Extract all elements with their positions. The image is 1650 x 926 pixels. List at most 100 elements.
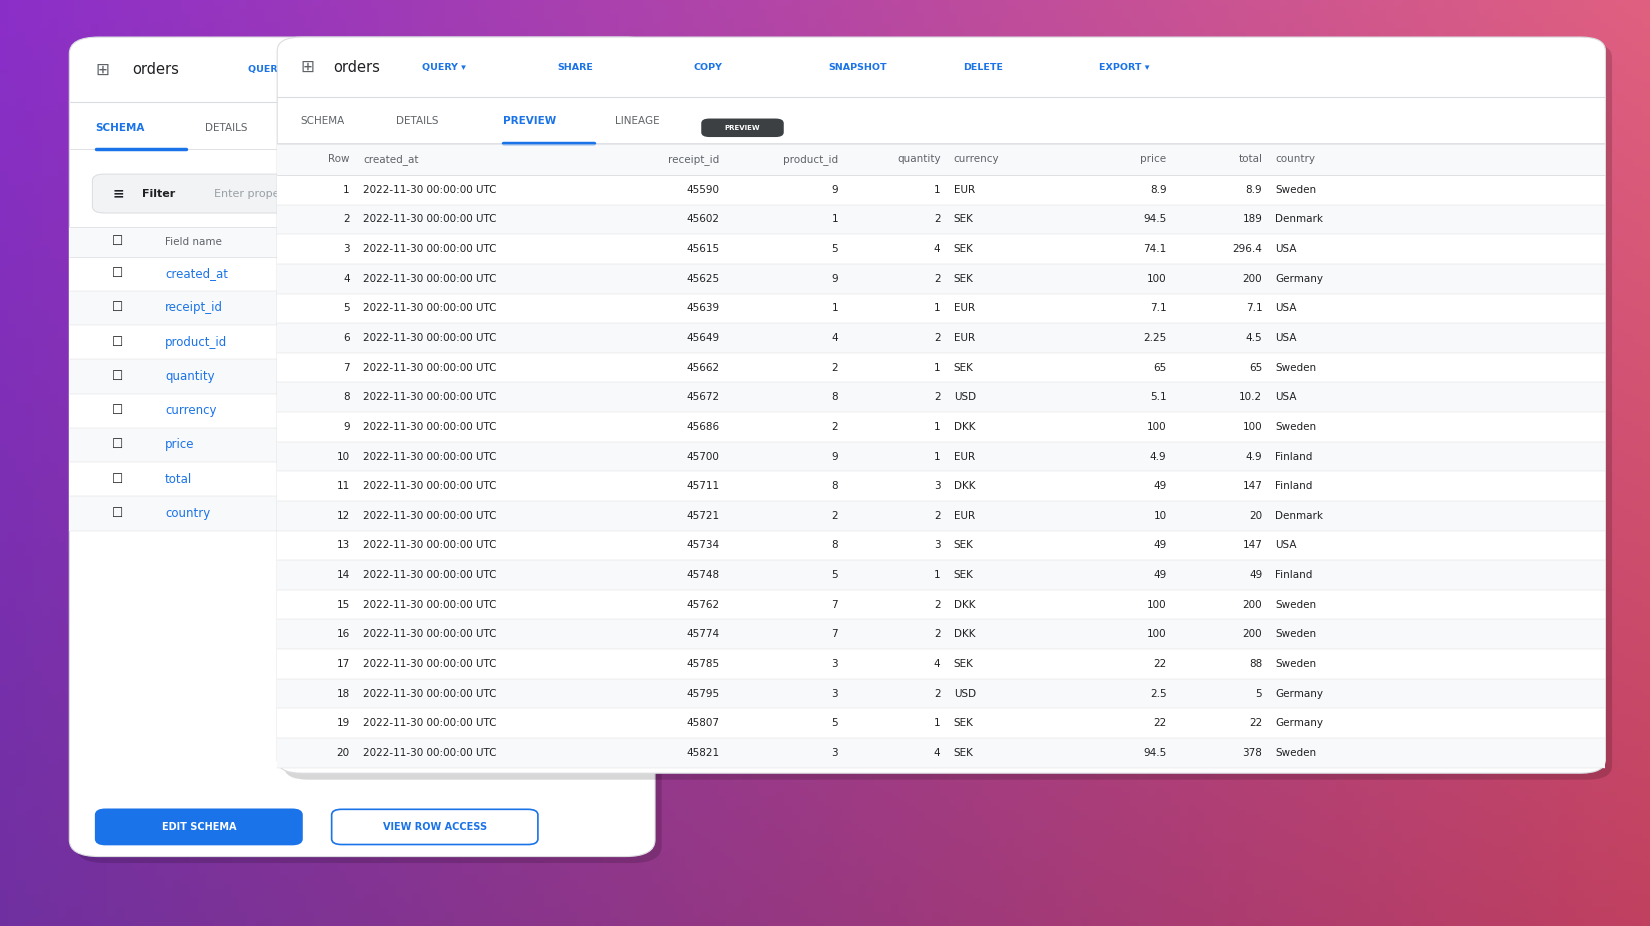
Bar — [277, 382, 1605, 412]
Text: 2022-11-30 00:00:00 UTC: 2022-11-30 00:00:00 UTC — [363, 185, 497, 194]
Text: price: price — [165, 438, 195, 452]
Text: 2022-11-30 00:00:00 UTC: 2022-11-30 00:00:00 UTC — [363, 541, 497, 550]
Bar — [277, 649, 1605, 679]
Text: USA: USA — [1275, 244, 1297, 254]
Text: COPY: COPY — [419, 65, 449, 74]
Text: orders: orders — [132, 62, 178, 77]
Text: USD: USD — [954, 393, 975, 402]
Text: EXPORT ▾: EXPORT ▾ — [1099, 63, 1150, 71]
Text: 4.9: 4.9 — [1246, 452, 1262, 461]
Text: 49: 49 — [1153, 541, 1167, 550]
Text: COPY: COPY — [693, 63, 723, 71]
Text: 100: 100 — [1147, 422, 1167, 432]
Text: VIEW ROW ACCESS: VIEW ROW ACCESS — [383, 822, 487, 832]
Text: SEK: SEK — [954, 363, 974, 372]
Text: 49: 49 — [1249, 570, 1262, 580]
Text: 1: 1 — [934, 363, 940, 372]
Text: 45795: 45795 — [686, 689, 719, 698]
Text: ☐: ☐ — [112, 235, 124, 248]
Bar — [277, 501, 1605, 531]
Text: 2022-11-30 00:00:00 UTC: 2022-11-30 00:00:00 UTC — [363, 748, 497, 757]
Text: INTEGER: INTEGER — [383, 371, 432, 382]
Text: 45602: 45602 — [686, 215, 719, 224]
Bar — [277, 471, 1605, 501]
Text: PREVIEW: PREVIEW — [503, 117, 556, 126]
Text: TIMESTAMP: TIMESTAMP — [383, 269, 447, 279]
Bar — [277, 619, 1605, 649]
Text: Finland: Finland — [1275, 570, 1313, 580]
Text: 2.5: 2.5 — [1150, 689, 1167, 698]
Text: 45649: 45649 — [686, 333, 719, 343]
Text: EUR: EUR — [954, 185, 975, 194]
Text: 5: 5 — [832, 570, 838, 580]
Text: 4.5: 4.5 — [1246, 333, 1262, 343]
Text: country: country — [1275, 155, 1315, 164]
Text: country: country — [165, 507, 210, 520]
Text: PREVIEW: PREVIEW — [724, 125, 761, 131]
Text: Denmark: Denmark — [1275, 215, 1323, 224]
Text: 88: 88 — [1249, 659, 1262, 669]
Bar — [277, 294, 1605, 323]
Text: USA: USA — [1275, 541, 1297, 550]
Text: 100: 100 — [1147, 274, 1167, 283]
Text: Sweden: Sweden — [1275, 659, 1317, 669]
Text: USA: USA — [1275, 333, 1297, 343]
Text: 8: 8 — [343, 393, 350, 402]
Text: ⊞: ⊞ — [96, 60, 109, 79]
Text: Sweden: Sweden — [1275, 422, 1317, 432]
Text: 147: 147 — [1242, 482, 1262, 491]
Bar — [69, 394, 655, 428]
Text: 45748: 45748 — [686, 570, 719, 580]
Text: 45662: 45662 — [686, 363, 719, 372]
FancyBboxPatch shape — [515, 125, 597, 144]
Text: 45639: 45639 — [686, 304, 719, 313]
FancyBboxPatch shape — [96, 809, 302, 845]
Bar — [69, 359, 655, 394]
Text: 19: 19 — [337, 719, 350, 728]
FancyBboxPatch shape — [92, 174, 632, 213]
Text: 2.25: 2.25 — [1143, 333, 1167, 343]
Text: product_id: product_id — [784, 154, 838, 165]
Text: ⋮: ⋮ — [505, 65, 515, 74]
Text: Row: Row — [328, 155, 350, 164]
Bar — [277, 560, 1605, 590]
Text: USD: USD — [954, 689, 975, 698]
Text: price: price — [1140, 155, 1167, 164]
Bar — [277, 738, 1605, 768]
Text: created_at: created_at — [363, 154, 419, 165]
Text: 1: 1 — [934, 719, 940, 728]
Text: LINEAGE: LINEAGE — [615, 117, 660, 126]
Text: 10: 10 — [337, 452, 350, 461]
Text: 3: 3 — [832, 748, 838, 757]
Text: SEK: SEK — [954, 748, 974, 757]
Bar — [277, 412, 1605, 442]
Bar — [277, 205, 1605, 234]
Text: 189: 189 — [1242, 215, 1262, 224]
Text: 45590: 45590 — [686, 185, 719, 194]
Text: receipt_id: receipt_id — [668, 154, 719, 165]
Bar — [69, 325, 655, 359]
Text: 8: 8 — [832, 482, 838, 491]
Text: 2022-11-30 00:00:00 UTC: 2022-11-30 00:00:00 UTC — [363, 719, 497, 728]
Text: 45807: 45807 — [686, 719, 719, 728]
Text: Sweden: Sweden — [1275, 748, 1317, 757]
Text: 17: 17 — [337, 659, 350, 669]
Text: DKK: DKK — [954, 482, 975, 491]
Text: 1: 1 — [934, 452, 940, 461]
Text: 8.9: 8.9 — [1246, 185, 1262, 194]
Text: SHARE: SHARE — [333, 65, 370, 74]
Text: 1: 1 — [832, 304, 838, 313]
Text: 1: 1 — [343, 185, 350, 194]
Text: created_at: created_at — [165, 267, 228, 281]
Text: 4: 4 — [832, 333, 838, 343]
Text: 22: 22 — [1153, 719, 1167, 728]
Text: 2: 2 — [934, 274, 940, 283]
Text: 12: 12 — [337, 511, 350, 520]
Text: 2022-11-30 00:00:00 UTC: 2022-11-30 00:00:00 UTC — [363, 393, 497, 402]
Text: DELETE: DELETE — [964, 63, 1003, 71]
Bar — [277, 531, 1605, 560]
Text: 9: 9 — [832, 274, 838, 283]
Text: Filter: Filter — [142, 189, 175, 198]
Text: currency: currency — [954, 155, 1000, 164]
Bar — [277, 590, 1605, 619]
